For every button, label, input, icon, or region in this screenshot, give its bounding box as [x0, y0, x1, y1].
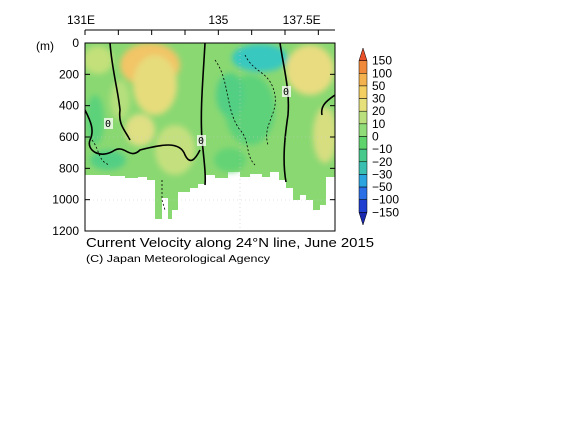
x-axis: 131E 135 137.5E [67, 13, 321, 35]
colorbar-swatch [358, 212, 368, 226]
colorbar-label: 50 [372, 79, 386, 93]
warm-patch [286, 45, 334, 95]
x-tick-label: 131E [67, 13, 95, 27]
contour-label: 0 [283, 87, 289, 98]
warm-patch [125, 114, 155, 146]
colorbar-label: −50 [372, 180, 393, 194]
contour-label: 0 [198, 136, 204, 147]
colorbar-swatch [358, 136, 368, 150]
cool-patch [216, 73, 244, 117]
colorbar-label: −150 [372, 205, 399, 219]
cool-patch [90, 150, 126, 170]
colorbar-swatch [358, 60, 368, 74]
colorbar-label: 100 [372, 66, 392, 80]
warm-patch [313, 107, 335, 163]
chart-title: Current Velocity along 24°N line, June 2… [86, 235, 374, 250]
cool-patch [232, 44, 288, 72]
colorbar-swatch [358, 148, 368, 163]
y-axis: 0 200 400 600 800 1000 1200 [52, 36, 335, 238]
warm-patch [133, 55, 177, 115]
y-tick-label: 600 [59, 130, 79, 144]
cool-patch [214, 148, 246, 172]
colorbar-swatch [358, 123, 368, 137]
warm-patch [155, 125, 195, 175]
colorbar-swatch [358, 73, 368, 87]
y-tick-label: 400 [59, 99, 79, 113]
zero-contour [279, 43, 290, 183]
zero-contour [109, 43, 131, 141]
y-unit-label: (m) [36, 39, 54, 53]
colorbar-swatch [358, 110, 368, 125]
negative-contour [91, 139, 111, 166]
y-tick-label: 1200 [52, 224, 79, 238]
negative-contour [214, 59, 256, 166]
colorbar-label: −20 [372, 155, 393, 169]
grid-lines [85, 43, 335, 231]
warm-patch [110, 80, 130, 120]
y-tick-label: 0 [72, 36, 79, 50]
y-tick-label: 1000 [52, 193, 79, 207]
colorbar-label: 30 [372, 92, 386, 106]
contour-label-group: 0 0 0 [104, 86, 291, 147]
velocity-field [85, 43, 335, 231]
warm-patch [85, 46, 113, 74]
cool-patch [86, 95, 104, 145]
zero-contour [85, 109, 201, 162]
zero-contour [320, 94, 335, 116]
credit-text: (C) Japan Meteorological Agency [86, 254, 270, 265]
colorbar-swatch [358, 186, 368, 200]
colorbar-label: 20 [372, 104, 386, 118]
colorbar-label: 150 [372, 54, 392, 68]
x-tick-label: 137.5E [283, 13, 321, 27]
colorbar-label: 10 [372, 117, 386, 131]
contour-label: 0 [105, 119, 111, 130]
colorbar-swatch [358, 161, 368, 175]
colorbar-swatch [358, 85, 368, 99]
colorbar-label: −100 [372, 193, 399, 207]
colorbar-label: 0 [372, 130, 379, 144]
colorbar-swatch [358, 174, 368, 188]
colorbar-swatch [358, 98, 368, 112]
x-tick-label: 135 [208, 13, 228, 27]
colorbar-swatch [358, 47, 368, 61]
colorbar-label: −30 [372, 167, 393, 181]
colorbar-label: −10 [372, 142, 393, 156]
colorbar-swatch [358, 199, 368, 213]
y-tick-label: 200 [59, 67, 79, 81]
y-tick-label: 800 [59, 161, 79, 175]
